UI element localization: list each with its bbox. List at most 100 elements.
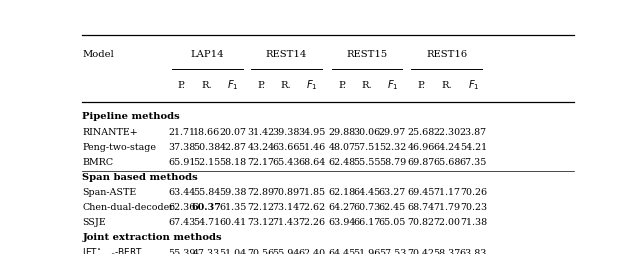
- Text: 73.12: 73.12: [248, 217, 275, 226]
- Text: 63.27: 63.27: [379, 187, 406, 196]
- Text: 54.21: 54.21: [460, 142, 487, 151]
- Text: Joint extraction methods: Joint extraction methods: [83, 232, 222, 242]
- Text: 20.07: 20.07: [220, 127, 246, 136]
- Text: 57.53: 57.53: [379, 248, 406, 254]
- Text: Pipeline methods: Pipeline methods: [83, 112, 180, 121]
- Text: 51.96: 51.96: [353, 248, 380, 254]
- Text: REST14: REST14: [266, 50, 307, 58]
- Text: 62.40: 62.40: [299, 248, 326, 254]
- Text: 55.94: 55.94: [272, 248, 300, 254]
- Text: 42.87: 42.87: [220, 142, 246, 151]
- Text: 72.62: 72.62: [299, 202, 326, 211]
- Text: Peng-two-stage: Peng-two-stage: [83, 142, 157, 151]
- Text: 47.33: 47.33: [193, 248, 220, 254]
- Text: $F_1$: $F_1$: [387, 78, 398, 92]
- Text: 70.89: 70.89: [272, 187, 300, 196]
- Text: 50.38: 50.38: [193, 142, 220, 151]
- Text: 58.37: 58.37: [433, 248, 461, 254]
- Text: $F_1$: $F_1$: [307, 78, 318, 92]
- Text: 51.46: 51.46: [298, 142, 326, 151]
- Text: $F_1$: $F_1$: [227, 78, 239, 92]
- Text: 62.18: 62.18: [328, 187, 355, 196]
- Text: 72.89: 72.89: [248, 187, 275, 196]
- Text: 72.17: 72.17: [248, 157, 275, 166]
- Text: 64.45: 64.45: [328, 248, 355, 254]
- Text: R.: R.: [280, 81, 291, 90]
- Text: 46.96: 46.96: [408, 142, 435, 151]
- Text: Chen-dual-decoder: Chen-dual-decoder: [83, 202, 174, 211]
- Text: 37.38: 37.38: [168, 142, 195, 151]
- Text: 48.07: 48.07: [328, 142, 355, 151]
- Text: 64.27: 64.27: [328, 202, 355, 211]
- Text: REST16: REST16: [426, 50, 467, 58]
- Text: Model: Model: [83, 50, 114, 58]
- Text: 63.83: 63.83: [460, 248, 487, 254]
- Text: P.: P.: [178, 81, 186, 90]
- Text: 22.30: 22.30: [433, 127, 461, 136]
- Text: 58.79: 58.79: [379, 157, 406, 166]
- Text: 51.04: 51.04: [220, 248, 246, 254]
- Text: 21.71: 21.71: [168, 127, 195, 136]
- Text: 62.48: 62.48: [328, 157, 355, 166]
- Text: 62.36: 62.36: [168, 202, 195, 211]
- Text: 29.88: 29.88: [328, 127, 355, 136]
- Text: 52.32: 52.32: [379, 142, 406, 151]
- Text: 70.26: 70.26: [460, 187, 487, 196]
- Text: 55.84: 55.84: [193, 187, 220, 196]
- Text: R.: R.: [442, 81, 452, 90]
- Text: 70.82: 70.82: [408, 217, 435, 226]
- Text: R.: R.: [362, 81, 372, 90]
- Text: 70.42: 70.42: [408, 248, 435, 254]
- Text: 23.87: 23.87: [460, 127, 487, 136]
- Text: 63.66: 63.66: [272, 142, 300, 151]
- Text: 64.24: 64.24: [433, 142, 461, 151]
- Text: 63.44: 63.44: [168, 187, 195, 196]
- Text: 55.55: 55.55: [353, 157, 380, 166]
- Text: 71.38: 71.38: [460, 217, 487, 226]
- Text: 69.45: 69.45: [408, 187, 435, 196]
- Text: 71.85: 71.85: [299, 187, 326, 196]
- Text: 54.71: 54.71: [193, 217, 220, 226]
- Text: RINANTE+: RINANTE+: [83, 127, 138, 136]
- Text: P.: P.: [417, 81, 425, 90]
- Text: 34.95: 34.95: [298, 127, 326, 136]
- Text: 72.12: 72.12: [248, 202, 275, 211]
- Text: 72.26: 72.26: [299, 217, 326, 226]
- Text: 65.68: 65.68: [433, 157, 461, 166]
- Text: Span based methods: Span based methods: [83, 172, 198, 181]
- Text: 65.91: 65.91: [168, 157, 195, 166]
- Text: LAP14: LAP14: [190, 50, 224, 58]
- Text: 55.39: 55.39: [168, 248, 195, 254]
- Text: 70.56: 70.56: [248, 248, 275, 254]
- Text: 65.05: 65.05: [379, 217, 406, 226]
- Text: 60.73: 60.73: [353, 202, 380, 211]
- Text: R.: R.: [201, 81, 212, 90]
- Text: 69.87: 69.87: [408, 157, 435, 166]
- Text: 39.38: 39.38: [272, 127, 300, 136]
- Text: 62.45: 62.45: [379, 202, 406, 211]
- Text: 71.43: 71.43: [272, 217, 300, 226]
- Text: 72.00: 72.00: [433, 217, 461, 226]
- Text: 60.41: 60.41: [220, 217, 246, 226]
- Text: 71.79: 71.79: [433, 202, 461, 211]
- Text: 67.43: 67.43: [168, 217, 195, 226]
- Text: 18.66: 18.66: [193, 127, 220, 136]
- Text: $\mathrm{JET}^{\circ}_{m=6}$-BERT: $\mathrm{JET}^{\circ}_{m=6}$-BERT: [83, 245, 144, 254]
- Text: 29.97: 29.97: [379, 127, 406, 136]
- Text: 52.15: 52.15: [193, 157, 220, 166]
- Text: 67.35: 67.35: [460, 157, 487, 166]
- Text: 68.64: 68.64: [298, 157, 326, 166]
- Text: 59.38: 59.38: [219, 187, 246, 196]
- Text: 31.42: 31.42: [248, 127, 275, 136]
- Text: P.: P.: [257, 81, 265, 90]
- Text: 66.17: 66.17: [353, 217, 380, 226]
- Text: 73.14: 73.14: [272, 202, 300, 211]
- Text: 57.51: 57.51: [353, 142, 380, 151]
- Text: 25.68: 25.68: [408, 127, 435, 136]
- Text: BMRC: BMRC: [83, 157, 114, 166]
- Text: $F_1$: $F_1$: [468, 78, 479, 92]
- Text: 63.94: 63.94: [328, 217, 356, 226]
- Text: 64.45: 64.45: [353, 187, 380, 196]
- Text: P.: P.: [338, 81, 346, 90]
- Text: Span-ASTE: Span-ASTE: [83, 187, 137, 196]
